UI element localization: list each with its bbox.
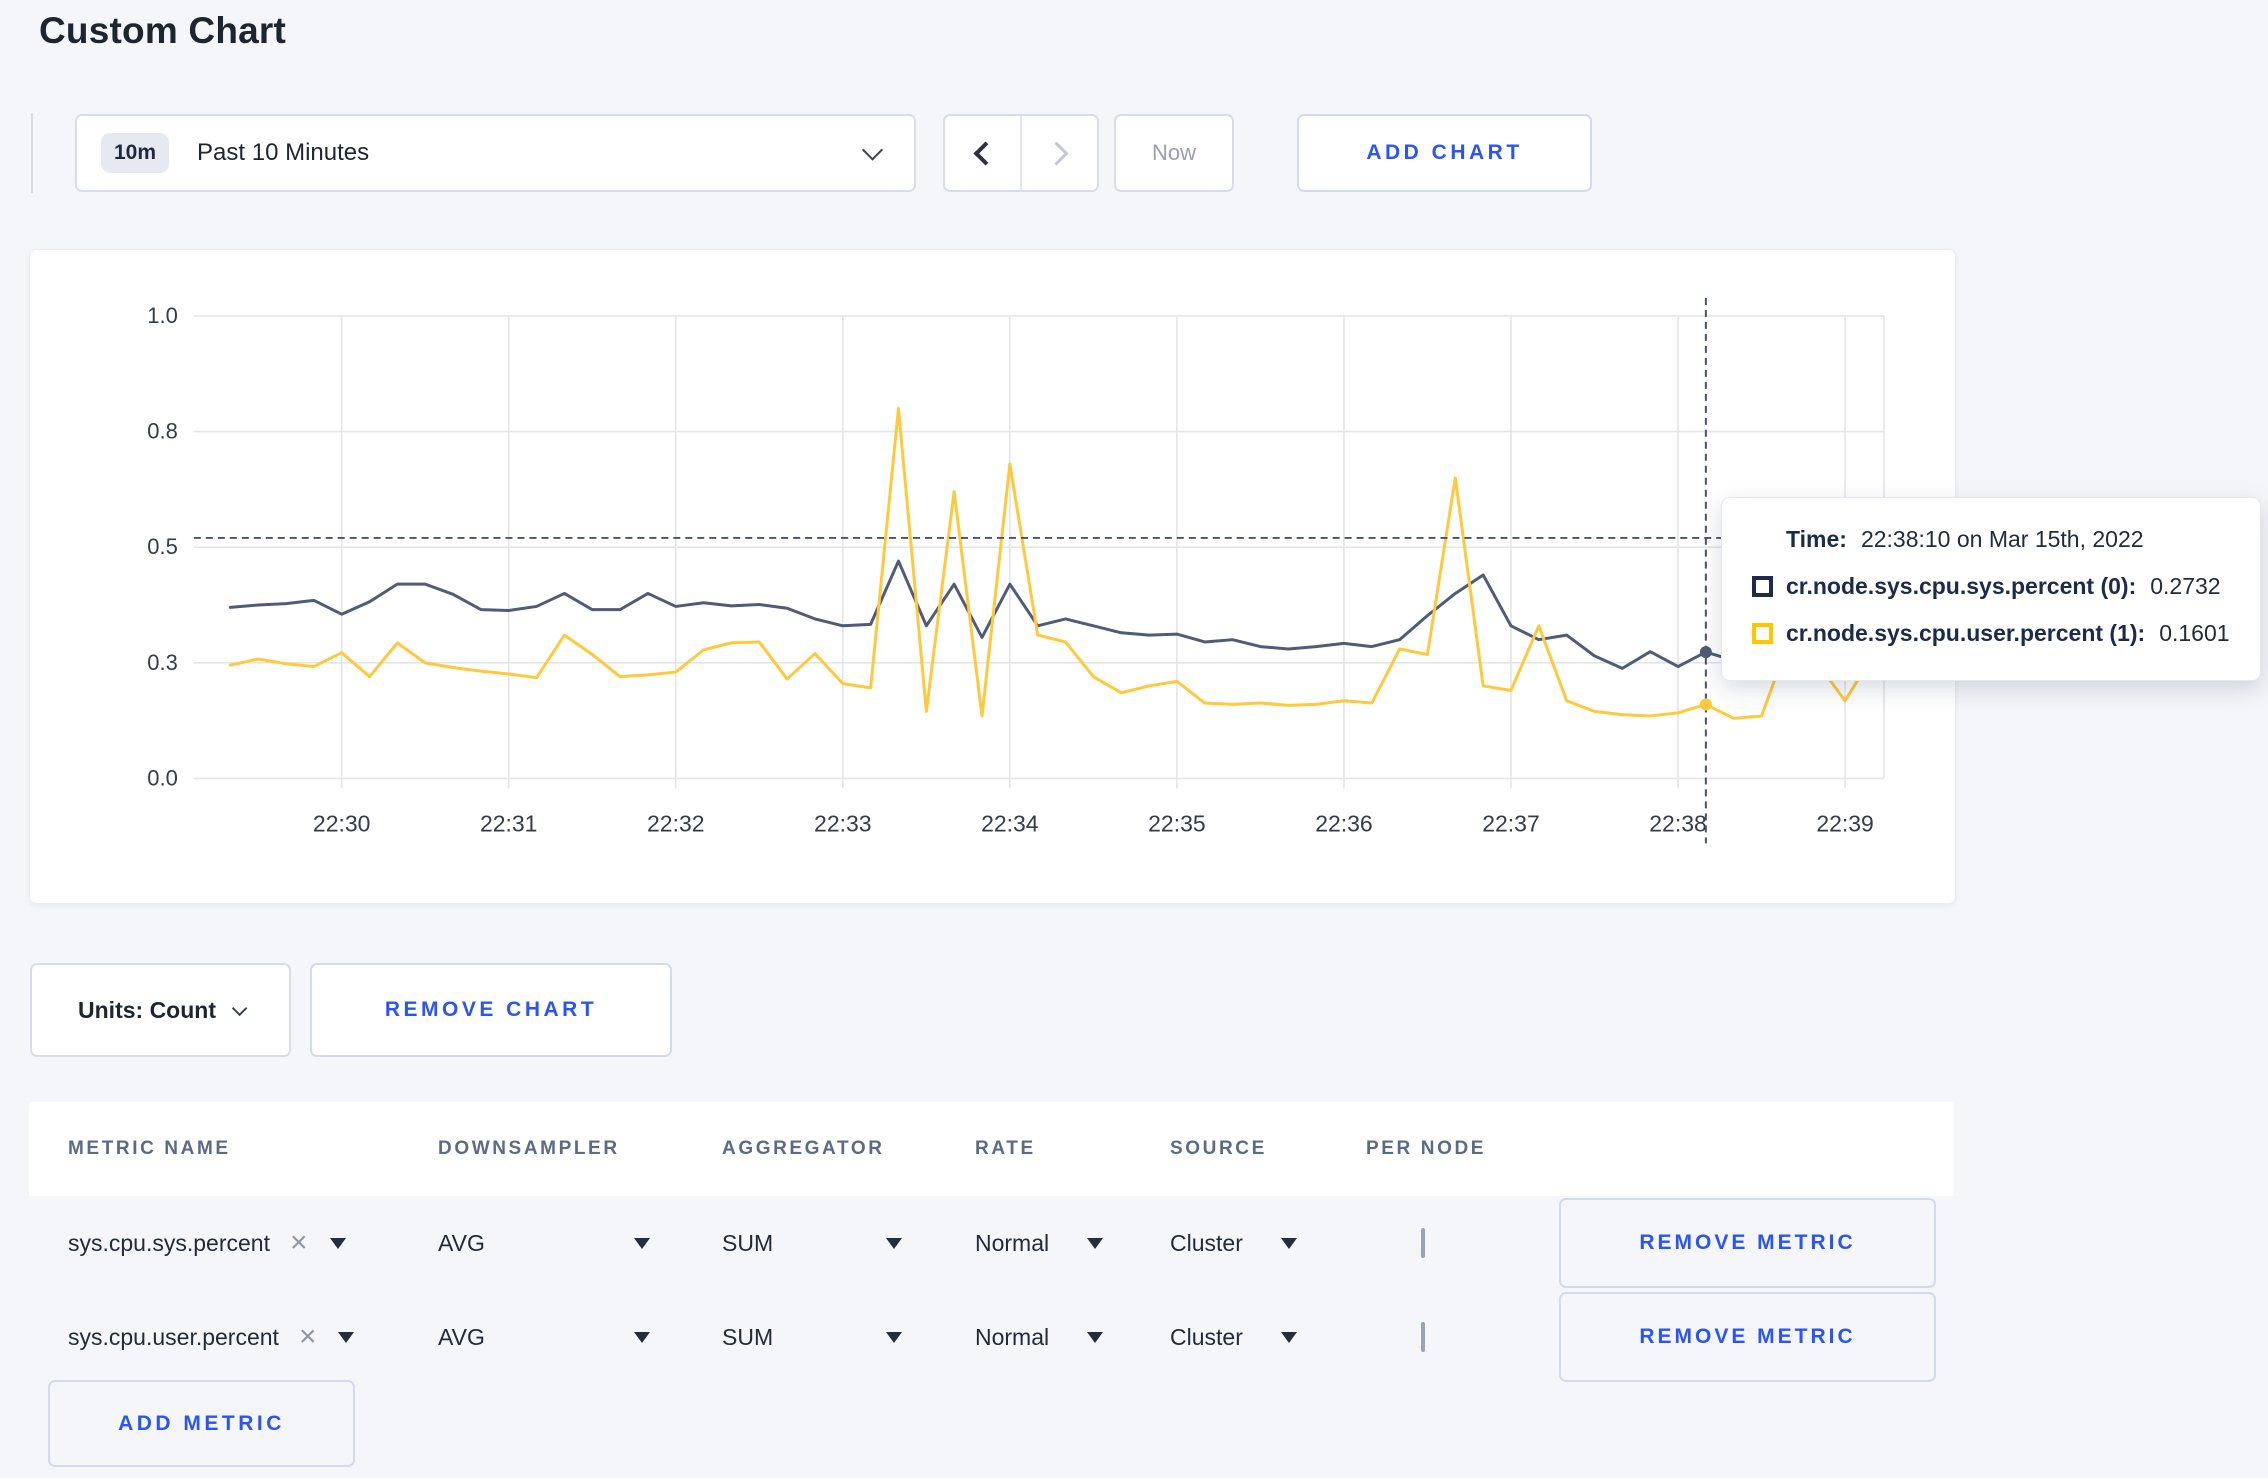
downsampler-value: AVG bbox=[438, 1323, 485, 1350]
sys-series-swatch-icon bbox=[1752, 576, 1773, 597]
toolbar-divider bbox=[31, 113, 33, 193]
svg-text:0.8: 0.8 bbox=[147, 419, 178, 444]
remove-chart-button[interactable]: REMOVE CHART bbox=[310, 963, 672, 1057]
chevron-down-icon bbox=[861, 139, 884, 161]
svg-text:22:39: 22:39 bbox=[1816, 810, 1873, 836]
svg-text:22:30: 22:30 bbox=[313, 810, 370, 836]
add-metric-button[interactable]: ADD METRIC bbox=[48, 1380, 355, 1467]
time-pager bbox=[943, 114, 1099, 192]
caret-down-icon bbox=[1280, 1237, 1297, 1249]
tooltip-series-label: cr.node.sys.cpu.user.percent (1): bbox=[1786, 620, 2146, 646]
caret-down-icon bbox=[1087, 1331, 1104, 1343]
rate-value: Normal bbox=[975, 1323, 1050, 1350]
units-label: Units: Count bbox=[78, 996, 216, 1023]
svg-text:0.0: 0.0 bbox=[147, 765, 178, 790]
svg-text:22:32: 22:32 bbox=[647, 810, 704, 836]
metric-name: sys.cpu.sys.percent bbox=[68, 1229, 270, 1256]
metric-name: sys.cpu.user.percent bbox=[68, 1323, 279, 1350]
close-icon[interactable]: × bbox=[289, 1226, 308, 1259]
downsampler-select[interactable]: AVG bbox=[438, 1230, 650, 1257]
chart-plot[interactable]: 1.0 0.8 0.5 0.3 0.0 22:30 22:31 22:32 22:33 22:34… bbox=[30, 250, 1955, 904]
time-range-label: Past 10 Minutes bbox=[197, 139, 370, 166]
col-header-downsampler: DOWNSAMPLER bbox=[438, 1138, 620, 1159]
caret-down-icon[interactable] bbox=[338, 1331, 355, 1343]
source-value: Cluster bbox=[1170, 1229, 1243, 1256]
per-node-checkbox[interactable] bbox=[1421, 1321, 1425, 1352]
tooltip-series-value: 0.1601 bbox=[2159, 620, 2230, 646]
svg-text:0.3: 0.3 bbox=[147, 650, 178, 675]
tooltip-time-value: 22:38:10 on Mar 15th, 2022 bbox=[1860, 526, 2144, 552]
svg-text:22:36: 22:36 bbox=[1315, 810, 1372, 836]
col-header-aggregator: AGGREGATOR bbox=[722, 1138, 885, 1159]
svg-text:22:35: 22:35 bbox=[1148, 810, 1205, 836]
caret-down-icon bbox=[886, 1237, 902, 1249]
chart-card: 1.0 0.8 0.5 0.3 0.0 22:30 22:31 22:32 22:33 22:34… bbox=[29, 249, 1956, 904]
caret-down-icon[interactable] bbox=[329, 1237, 346, 1249]
downsampler-value: AVG bbox=[438, 1229, 485, 1256]
source-select[interactable]: Cluster bbox=[1170, 1230, 1366, 1257]
svg-text:22:38: 22:38 bbox=[1649, 810, 1706, 836]
aggregator-value: SUM bbox=[722, 1229, 774, 1256]
col-header-rate: RATE bbox=[975, 1138, 1036, 1159]
source-value: Cluster bbox=[1170, 1323, 1243, 1350]
caret-down-icon bbox=[634, 1237, 650, 1249]
rate-select[interactable]: Normal bbox=[975, 1230, 1170, 1257]
chart-tooltip: Time: 22:38:10 on Mar 15th, 2022 cr.node… bbox=[1721, 497, 2261, 681]
rate-select[interactable]: Normal bbox=[975, 1324, 1170, 1351]
chevron-down-icon bbox=[231, 1000, 248, 1016]
tooltip-series-label: cr.node.sys.cpu.sys.percent (0): bbox=[1786, 573, 2137, 599]
tooltip-time-label: Time: bbox=[1786, 526, 1847, 552]
col-header-source: SOURCE bbox=[1170, 1138, 1267, 1159]
table-row: sys.cpu.user.percent × AVG SUM Normal Cl… bbox=[29, 1290, 1954, 1384]
aggregator-value: SUM bbox=[722, 1323, 774, 1350]
page-title: Custom Chart bbox=[39, 10, 287, 51]
source-select[interactable]: Cluster bbox=[1170, 1324, 1366, 1351]
col-header-per-node: PER NODE bbox=[1366, 1138, 1487, 1159]
per-node-checkbox[interactable] bbox=[1421, 1227, 1425, 1258]
user-series-swatch-icon bbox=[1752, 623, 1773, 644]
time-range-select[interactable]: 10m Past 10 Minutes bbox=[75, 114, 916, 192]
svg-text:0.5: 0.5 bbox=[147, 534, 178, 559]
aggregator-select[interactable]: SUM bbox=[722, 1230, 902, 1257]
col-header-metric-name: METRIC NAME bbox=[68, 1138, 231, 1159]
aggregator-select[interactable]: SUM bbox=[722, 1324, 902, 1351]
remove-metric-button[interactable]: REMOVE METRIC bbox=[1559, 1198, 1936, 1288]
prev-time-button[interactable] bbox=[945, 116, 1020, 190]
time-range-badge: 10m bbox=[101, 133, 170, 173]
chevron-left-icon bbox=[973, 140, 998, 166]
caret-down-icon bbox=[1280, 1331, 1297, 1343]
svg-text:22:33: 22:33 bbox=[814, 810, 871, 836]
caret-down-icon bbox=[634, 1331, 650, 1343]
svg-text:1.0: 1.0 bbox=[147, 303, 178, 328]
close-icon[interactable]: × bbox=[298, 1320, 317, 1353]
table-row: sys.cpu.sys.percent × AVG SUM Normal Clu… bbox=[29, 1196, 1954, 1290]
now-button[interactable]: Now bbox=[1114, 114, 1234, 192]
rate-value: Normal bbox=[975, 1229, 1050, 1256]
tooltip-series-value: 0.2732 bbox=[2150, 573, 2221, 599]
remove-metric-button[interactable]: REMOVE METRIC bbox=[1559, 1292, 1936, 1382]
next-time-button[interactable] bbox=[1020, 116, 1097, 190]
caret-down-icon bbox=[1087, 1237, 1104, 1249]
svg-text:22:34: 22:34 bbox=[981, 810, 1039, 836]
downsampler-select[interactable]: AVG bbox=[438, 1324, 650, 1351]
metrics-table-header: METRIC NAME DOWNSAMPLER AGGREGATOR RATE … bbox=[29, 1102, 1954, 1196]
caret-down-icon bbox=[886, 1331, 902, 1343]
chevron-right-icon bbox=[1044, 140, 1069, 166]
metrics-table: METRIC NAME DOWNSAMPLER AGGREGATOR RATE … bbox=[29, 1102, 1954, 1467]
add-chart-button[interactable]: ADD CHART bbox=[1297, 114, 1592, 192]
svg-text:22:37: 22:37 bbox=[1482, 810, 1539, 836]
units-select[interactable]: Units: Count bbox=[30, 963, 291, 1057]
svg-text:22:31: 22:31 bbox=[480, 810, 537, 836]
